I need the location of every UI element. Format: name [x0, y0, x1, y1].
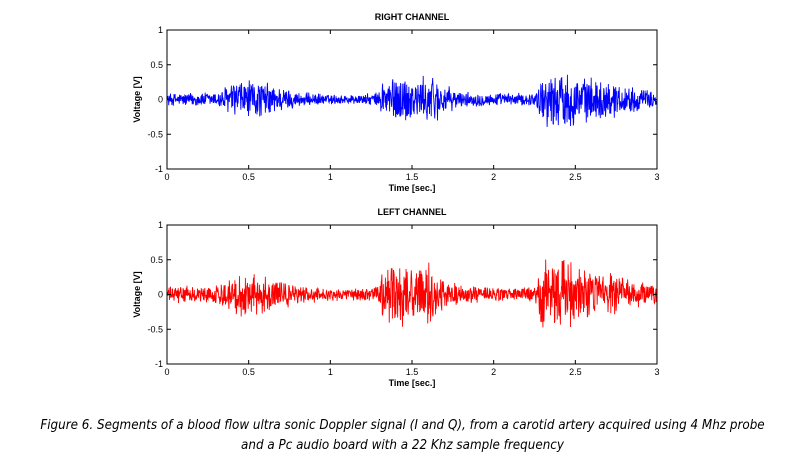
y-tick-label: 0: [158, 95, 163, 105]
x-tick-label: 2.5: [569, 172, 582, 182]
y-tick-label: 0: [158, 290, 163, 300]
x-axis-label: Time [sec.]: [389, 378, 436, 388]
x-tick-label: 0: [164, 172, 169, 182]
y-tick-label: -1: [155, 359, 163, 369]
x-tick-label: 3: [654, 172, 659, 182]
chart-title: LEFT CHANNEL: [378, 207, 447, 217]
y-tick-label: -0.5: [147, 324, 163, 334]
y-axis-label: Voltage [V]: [132, 76, 142, 122]
x-tick-label: 2: [491, 172, 496, 182]
signal-trace: [166, 259, 658, 328]
y-tick-label: 0.5: [150, 255, 163, 265]
chart-left-channel: 0 0.5 1 1.5 2 2.5 3 -1 -0.5 0 0.5 1 LEFT CHANNEL Time…: [132, 207, 660, 388]
x-tick-label: 3: [654, 367, 659, 377]
y-tick-label: 1: [158, 25, 163, 35]
x-tick-label: 1: [328, 172, 333, 182]
figure-caption: Figure 6. Segments of a blood flow ultra…: [32, 416, 773, 456]
x-axis-label: Time [sec.]: [389, 183, 436, 193]
x-tick-label: 1.5: [406, 367, 419, 377]
chart-title: RIGHT CHANNEL: [375, 12, 450, 22]
chart-right-channel: 0 0.5 1 1.5 2 2.5 3 -1 -0.5 0 0.5 1 RIGHT CHANNEL Tim…: [132, 12, 660, 193]
x-tick-label: 1.5: [406, 172, 419, 182]
y-tick-label: -1: [155, 164, 163, 174]
x-tick-label: 1: [328, 367, 333, 377]
caption-line-2: and a Pc audio board with a 22 Khz sampl…: [241, 438, 564, 453]
y-tick-label: 0.5: [150, 60, 163, 70]
x-tick-label: 0.5: [242, 367, 255, 377]
signal-trace: [166, 74, 658, 127]
doppler-figure: 0 0.5 1 1.5 2 2.5 3 -1 -0.5 0 0.5 1 RIGHT CHANNEL Tim…: [132, 12, 660, 388]
caption-line-1: Figure 6. Segments of a blood flow ultra…: [40, 418, 765, 433]
x-tick-label: 2.5: [569, 367, 582, 377]
x-tick-label: 0.5: [242, 172, 255, 182]
x-tick-label: 0: [164, 367, 169, 377]
y-tick-label: 1: [158, 220, 163, 230]
y-tick-label: -0.5: [147, 129, 163, 139]
x-tick-label: 2: [491, 367, 496, 377]
y-axis-label: Voltage [V]: [132, 271, 142, 317]
